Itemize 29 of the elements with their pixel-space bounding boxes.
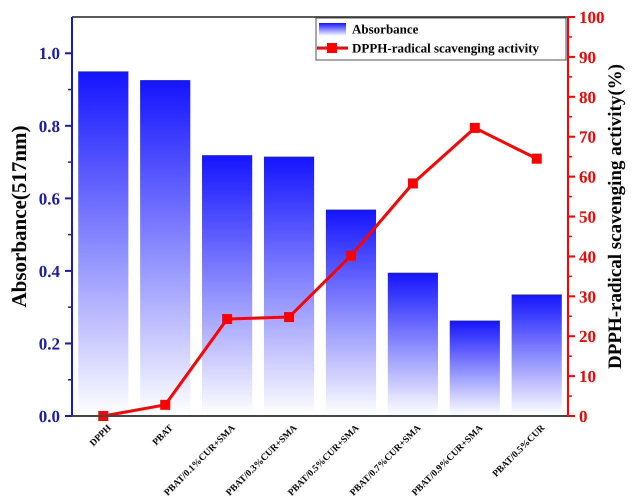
- legend-label: DPPH-radical scavenging activity: [352, 40, 540, 56]
- point: [346, 250, 356, 261]
- point: [222, 314, 232, 324]
- point: [408, 178, 418, 188]
- point: [470, 122, 480, 133]
- y2-tick-label: 30: [579, 287, 596, 306]
- point: [532, 154, 542, 164]
- y2-tick-label: 10: [579, 367, 596, 386]
- y-axis-title: Absorbance(517nm): [7, 125, 31, 308]
- y-tick-label: 0.4: [38, 262, 60, 281]
- y2-tick-label: 0: [579, 406, 588, 426]
- point: [284, 312, 294, 322]
- y2-tick-label: 20: [579, 327, 596, 346]
- y-tick-label: 0.8: [38, 116, 60, 136]
- y2-axis-title: DPPH-radical scavenging activity(%): [605, 64, 626, 370]
- y2-tick-label: 70: [579, 128, 596, 147]
- legend-label: Absorbance: [352, 22, 419, 37]
- y2-tick-label: 100: [579, 8, 604, 27]
- y2-tick-label: 80: [579, 88, 596, 107]
- y2-tick-label: 40: [579, 247, 596, 266]
- y-tick-label: 1.0: [38, 44, 60, 64]
- y-tick-label: 0.6: [38, 189, 60, 208]
- bar: [450, 320, 500, 416]
- y-tick-label: 0.0: [38, 406, 60, 426]
- y-tick-label: 0.2: [38, 334, 60, 354]
- point: [160, 400, 170, 410]
- y2-tick-label: 60: [579, 168, 596, 187]
- y2-tick-label: 50: [579, 207, 596, 226]
- y2-tick-label: 90: [579, 48, 596, 67]
